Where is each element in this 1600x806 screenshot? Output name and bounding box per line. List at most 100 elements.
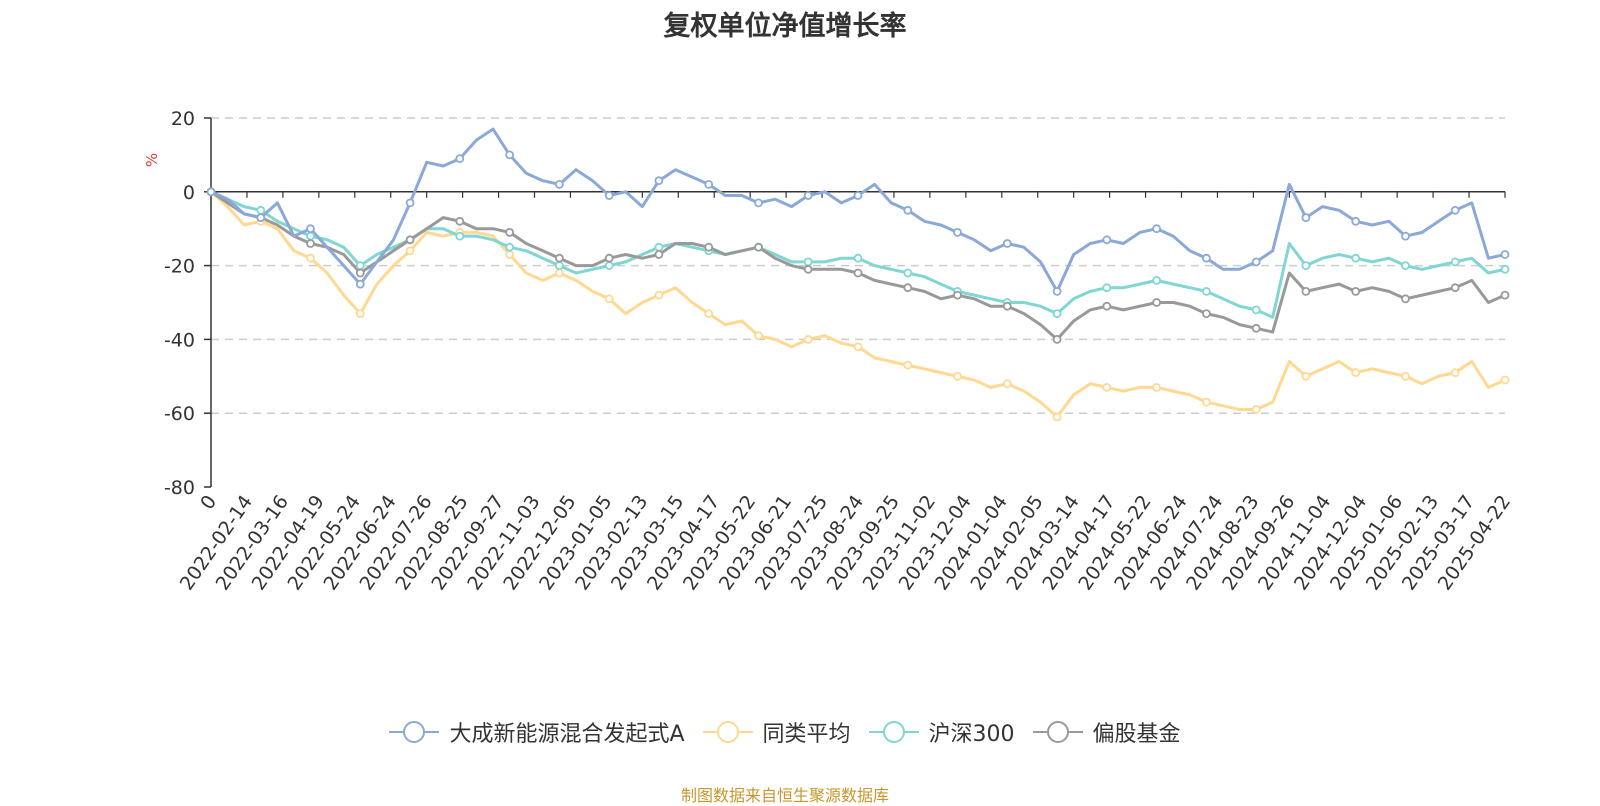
data-point-marker	[1202, 286, 1211, 296]
legend-line-circle-icon	[1032, 721, 1083, 743]
data-point-marker	[1351, 368, 1361, 378]
data-point-marker	[604, 253, 614, 263]
data-point-marker	[1500, 290, 1510, 300]
data-point-marker	[1202, 253, 1211, 263]
data-point-marker	[754, 331, 763, 341]
legend-item[interactable]: 偏股基金	[1032, 716, 1181, 748]
y-tick-labels: 20 0 -20 -40 -60 -80	[164, 108, 195, 499]
series-markers	[206, 150, 1510, 422]
y-tick-label: 20	[171, 108, 195, 130]
y-tick-label: -20	[164, 256, 195, 278]
data-point-marker	[903, 268, 913, 278]
data-point-marker	[1152, 382, 1161, 392]
data-point-marker	[604, 261, 614, 271]
data-point-marker	[1251, 405, 1261, 414]
data-point-marker	[505, 242, 515, 252]
series-line-1	[210, 190, 1506, 419]
y-tick-label: -80	[164, 477, 195, 499]
legend-line-circle-icon	[389, 721, 440, 743]
y-tick-label: -40	[164, 329, 195, 351]
data-point-marker	[355, 261, 365, 271]
data-point-marker	[1102, 235, 1112, 245]
data-point-marker	[1500, 250, 1510, 259]
data-point-marker	[1301, 213, 1311, 223]
data-point-marker	[754, 242, 763, 252]
data-point-marker	[1401, 231, 1410, 241]
data-point-marker	[306, 239, 315, 248]
data-point-marker	[1301, 261, 1311, 271]
data-point-marker	[1351, 286, 1361, 296]
data-point-marker	[1251, 257, 1261, 267]
data-point-marker	[355, 268, 365, 278]
data-point-marker	[853, 191, 863, 200]
data-point-marker	[953, 371, 962, 381]
data-point-marker	[306, 231, 315, 241]
data-point-marker	[1152, 224, 1161, 234]
data-point-marker	[704, 179, 714, 189]
data-point-marker	[555, 253, 564, 263]
axes	[204, 117, 1506, 488]
data-point-marker	[1351, 253, 1361, 263]
data-point-marker	[654, 176, 664, 186]
data-point-marker	[953, 227, 962, 237]
data-point-marker	[853, 268, 863, 278]
data-point-marker	[505, 150, 515, 160]
data-point-marker	[853, 253, 863, 263]
data-point-marker	[704, 309, 714, 319]
x-tick-labels: 02022-02-142022-03-162022-04-192022-05-2…	[176, 491, 1515, 594]
data-point-marker	[604, 191, 614, 200]
data-point-marker	[1052, 286, 1062, 296]
data-point-marker	[505, 227, 515, 237]
data-point-marker	[903, 205, 913, 215]
data-point-marker	[1401, 294, 1410, 304]
legend-item[interactable]: 大成新能源混合发起式A	[389, 716, 685, 748]
grid-lines	[211, 117, 1505, 414]
data-point-marker	[1450, 257, 1460, 267]
data-source-note: 制图数据来自恒生聚源数据库	[680, 786, 889, 805]
data-point-marker	[1102, 283, 1112, 293]
data-point-marker	[1450, 368, 1460, 378]
legend-item[interactable]: 同类平均	[702, 716, 851, 748]
legend-label: 大成新能源混合发起式A	[449, 722, 685, 747]
data-point-marker	[903, 283, 913, 293]
y-tick-label: 0	[183, 182, 195, 204]
legend-label: 偏股基金	[1092, 722, 1181, 747]
data-point-marker	[1102, 301, 1112, 311]
data-point-marker	[903, 360, 913, 370]
data-point-marker	[1052, 334, 1062, 344]
y-tick-label: -60	[164, 403, 195, 425]
data-point-marker	[306, 224, 315, 234]
data-point-marker	[1351, 216, 1361, 226]
legend-line-circle-icon	[868, 721, 919, 743]
data-point-marker	[1301, 286, 1311, 296]
x-tick-label: 0	[196, 491, 221, 514]
data-point-marker	[256, 213, 266, 223]
data-point-marker	[1002, 301, 1012, 311]
series-line-0	[210, 127, 1506, 293]
data-point-marker	[803, 334, 813, 344]
data-point-marker	[555, 261, 564, 271]
data-point-marker	[555, 179, 564, 189]
data-point-marker	[206, 187, 216, 197]
data-point-marker	[1202, 309, 1211, 319]
data-point-marker	[555, 268, 564, 278]
data-point-marker	[654, 250, 664, 259]
data-point-marker	[405, 198, 415, 208]
data-point-marker	[455, 216, 465, 226]
data-point-marker	[1052, 309, 1062, 319]
legend-label: 沪深300	[928, 722, 1015, 747]
data-point-marker	[355, 309, 365, 319]
data-point-marker	[604, 294, 614, 304]
data-point-marker	[355, 279, 365, 289]
data-point-marker	[1401, 261, 1410, 271]
data-point-marker	[704, 242, 714, 252]
data-point-marker	[1301, 371, 1311, 381]
data-point-marker	[803, 191, 813, 200]
data-point-marker	[256, 205, 266, 215]
data-point-marker	[306, 253, 315, 263]
data-point-marker	[1052, 412, 1062, 422]
legend-item[interactable]: 沪深300	[868, 716, 1015, 748]
data-point-marker	[1102, 382, 1112, 392]
legend: 大成新能源混合发起式A 同类平均 沪深300 偏股基金	[0, 716, 1570, 748]
